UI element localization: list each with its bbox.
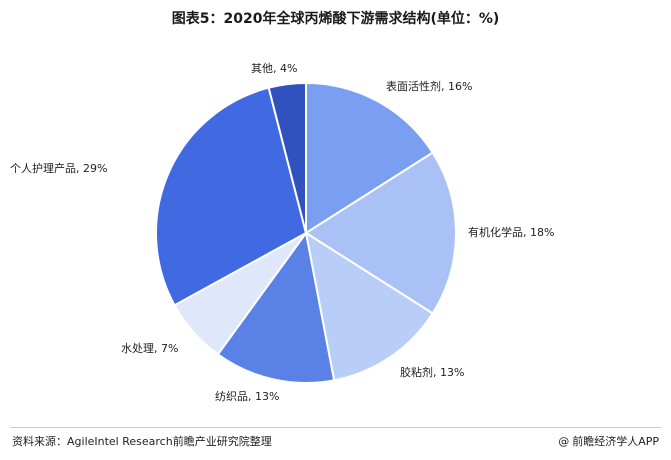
chart-title: 图表5：2020年全球丙烯酸下游需求结构(单位：%) <box>171 11 500 27</box>
at-icon: @ <box>558 434 570 448</box>
pie-slice <box>304 230 435 382</box>
footer-credit: @ 前瞻经济学人APP <box>558 433 659 449</box>
pie-slices <box>155 81 457 384</box>
pie-slice <box>267 81 307 234</box>
slice-label: 胶粘剂, 13% <box>400 365 464 379</box>
slice-label: 表面活性剂, 16% <box>386 79 472 93</box>
slice-label: 其他, 4% <box>251 62 297 75</box>
footer-source: 资料来源：AgileIntel Research前瞻产业研究院整理 <box>12 435 272 448</box>
slice-label: 有机化学品, 18% <box>468 225 554 239</box>
pie-labels: 表面活性剂, 16% 有机化学品, 18% 胶粘剂, 13% 纺织品, 13% 水处理,… <box>10 62 554 403</box>
footer-divider <box>10 427 661 428</box>
slice-label: 个人护理产品, 29% <box>10 161 107 175</box>
footer-credit-label: 前瞻经济学人APP <box>572 435 659 448</box>
pie-slice <box>155 86 308 307</box>
pie-slice <box>216 230 336 384</box>
pie-slice <box>305 81 435 235</box>
pie-slice <box>304 151 457 315</box>
slice-label: 纺织品, 13% <box>215 389 279 403</box>
slice-label: 水处理, 7% <box>121 342 178 355</box>
